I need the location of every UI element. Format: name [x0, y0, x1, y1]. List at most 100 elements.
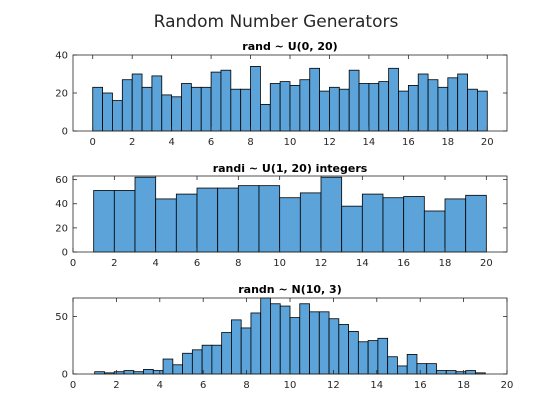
- randn-bar: [279, 305, 291, 375]
- rand-bar: [112, 100, 123, 132]
- randi-bar: [361, 193, 384, 253]
- randn-bar: [191, 349, 203, 375]
- rand-bar: [230, 88, 242, 132]
- randn-bar: [299, 303, 310, 375]
- randi-axis-box: [72, 175, 508, 253]
- randn-bar: [465, 370, 476, 375]
- x-tick-label: 12: [323, 137, 336, 148]
- rand-bar: [200, 86, 212, 132]
- randn-bar: [357, 341, 369, 375]
- rand-bar: [260, 104, 271, 132]
- x-tick-label: 4: [168, 137, 174, 148]
- randn-bar: [172, 364, 183, 375]
- randn-bar: [201, 344, 213, 375]
- rand-bar: [358, 83, 370, 132]
- randi-bar: [134, 176, 157, 253]
- randi-bar: [403, 196, 425, 253]
- y-tick-label: 0: [62, 248, 68, 259]
- randi-bar: [113, 190, 136, 253]
- x-tick-label: 6: [194, 258, 200, 269]
- randn-bar: [377, 337, 389, 375]
- randi-bar: [299, 192, 322, 253]
- rand-histogram-axes: rand ~ U(0, 20) 0 2 4 6 8 10 12 14 16 18 20 0 20 40: [55, 40, 508, 148]
- x-tick-label: 12: [327, 380, 340, 391]
- y-tick-label: 0: [62, 127, 68, 138]
- x-tick-label: 18: [457, 380, 470, 391]
- x-tick-label: 4: [157, 380, 163, 391]
- randi-bar: [196, 187, 219, 253]
- x-tick-label: 2: [113, 380, 119, 391]
- x-tick-label: 2: [111, 258, 117, 269]
- randn-bar: [318, 311, 330, 375]
- randn-bar: [348, 330, 359, 375]
- rand-bar: [190, 86, 202, 132]
- x-tick-label: 2: [129, 137, 135, 148]
- rand-bar: [417, 73, 429, 132]
- randn-bar: [309, 311, 320, 375]
- x-tick-label: 10: [273, 258, 286, 269]
- rand-bar: [269, 83, 281, 132]
- randi-histogram-axes: randi ~ U(1, 20) integers 0 2 4 6 8 10 12 14 16 1…: [55, 162, 508, 269]
- y-tick-label: 20: [55, 223, 68, 234]
- rand-bar: [151, 75, 163, 132]
- y-tick-label: 40: [55, 199, 68, 210]
- rand-bar: [250, 66, 261, 132]
- x-tick-label: 12: [315, 258, 328, 269]
- rand-bar: [427, 79, 439, 132]
- rand-bar: [338, 88, 350, 132]
- randi-bar: [465, 194, 487, 253]
- rand-bar: [477, 90, 488, 132]
- rand-bar: [398, 90, 409, 132]
- x-tick-label: 8: [247, 137, 253, 148]
- randi-bar: [93, 190, 115, 253]
- randi-bar: [258, 185, 281, 253]
- randn-bar: [270, 303, 281, 375]
- y-tick-label: 0: [62, 370, 68, 381]
- y-tick-label: 40: [55, 51, 68, 62]
- figure-title: Random Number Generators: [154, 12, 399, 32]
- x-tick-label: 20: [501, 380, 514, 391]
- x-tick-label: 10: [284, 380, 297, 391]
- randi-bar: [175, 193, 198, 253]
- x-tick-label: 16: [402, 137, 415, 148]
- x-tick-label: 16: [414, 380, 427, 391]
- x-tick-label: 8: [235, 258, 241, 269]
- x-tick-label: 16: [397, 258, 410, 269]
- rand-bar: [457, 73, 468, 132]
- randn-bar: [211, 344, 223, 375]
- rand-bar: [368, 83, 380, 132]
- randn-bar: [338, 324, 349, 375]
- rand-bar: [220, 69, 232, 132]
- randn-bar: [406, 354, 418, 375]
- x-tick-label: 6: [208, 137, 214, 148]
- rand-histogram-title: rand ~ U(0, 20): [242, 40, 337, 53]
- randi-bar: [341, 205, 363, 253]
- rand-bar: [121, 79, 133, 132]
- x-tick-label: 20: [481, 137, 494, 148]
- rand-bar: [309, 67, 320, 132]
- randn-bar: [123, 370, 135, 375]
- y-tick-label: 20: [55, 89, 68, 100]
- x-tick-label: 10: [284, 137, 297, 148]
- rand-bar: [171, 96, 182, 132]
- randn-histogram-title: randn ~ N(10, 3): [238, 283, 342, 296]
- randi-bar: [423, 210, 446, 253]
- rand-bar: [407, 85, 419, 132]
- rand-bar: [279, 81, 291, 132]
- rand-bar: [210, 71, 222, 132]
- randi-bar: [444, 198, 467, 253]
- randi-bar: [279, 197, 301, 253]
- randi-bar: [217, 187, 239, 253]
- x-tick-label: 6: [200, 380, 206, 391]
- x-tick-label: 0: [70, 380, 76, 391]
- randn-bar: [445, 370, 457, 375]
- randn-bar: [182, 352, 193, 375]
- x-tick-label: 18: [439, 258, 452, 269]
- rand-bar: [102, 92, 113, 132]
- rand-bar: [319, 90, 330, 132]
- randn-bar: [152, 370, 164, 375]
- randn-bar: [143, 368, 154, 375]
- randn-bar: [162, 358, 174, 375]
- rand-bar: [289, 85, 301, 132]
- x-tick-label: 0: [70, 258, 76, 269]
